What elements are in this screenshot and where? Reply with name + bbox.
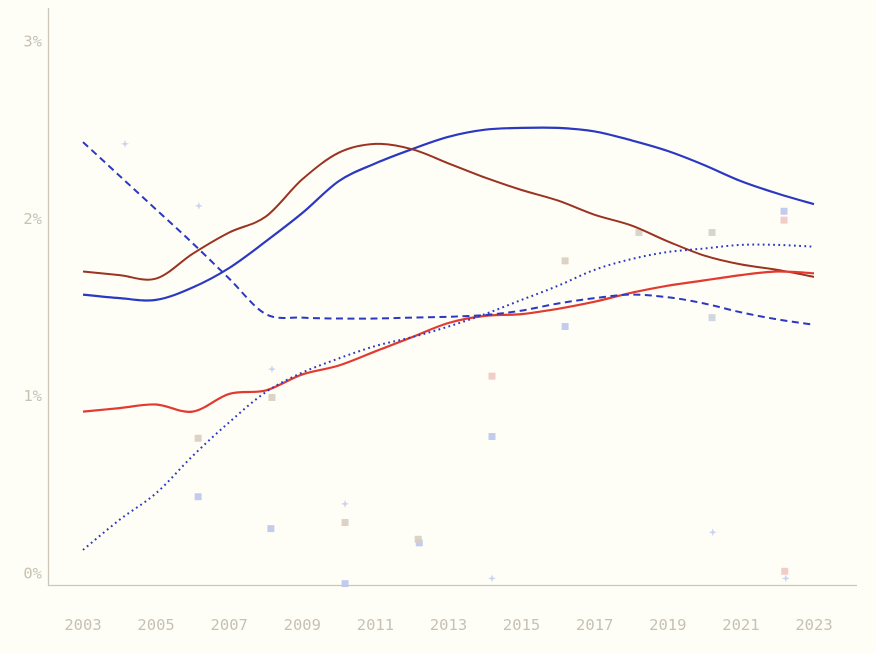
y-tick-label: 0% xyxy=(23,565,42,583)
scatter-star xyxy=(267,365,276,374)
x-tick-label: 2003 xyxy=(64,616,101,634)
x-tick-label: 2009 xyxy=(284,616,321,634)
scatter-square xyxy=(341,580,349,588)
scatter-square xyxy=(635,229,643,237)
scatter-square xyxy=(194,493,202,501)
x-tick-label: 2011 xyxy=(357,616,394,634)
scatter-square xyxy=(268,393,276,401)
scatter-star xyxy=(708,528,717,537)
x-tick-label: 2019 xyxy=(649,616,686,634)
scatter-star xyxy=(121,139,130,148)
y-tick-label: 3% xyxy=(23,33,42,51)
series-red-solid-line xyxy=(82,270,815,413)
scatter-square xyxy=(414,535,422,543)
scatter-star xyxy=(194,201,203,210)
x-tick-label: 2013 xyxy=(430,616,467,634)
scatter-square xyxy=(194,434,202,442)
x-tick-label: 2005 xyxy=(137,616,174,634)
y-tick-label: 1% xyxy=(23,387,42,405)
scatter-square xyxy=(561,323,569,331)
x-tick-label: 2021 xyxy=(722,616,759,634)
series-maroon-solid-line xyxy=(82,142,815,281)
x-tick-label: 2017 xyxy=(576,616,613,634)
scatter-star xyxy=(781,574,790,583)
scatter-square xyxy=(780,207,788,215)
x-tick-label: 2007 xyxy=(211,616,248,634)
scatter-square xyxy=(781,567,789,575)
scatter-square xyxy=(341,518,349,526)
scatter-square xyxy=(488,372,496,380)
series-blue-dashed-line xyxy=(82,141,815,326)
scatter-square xyxy=(488,432,496,440)
y-tick-label: 2% xyxy=(23,210,42,228)
series-blue-dotted-line xyxy=(82,243,815,551)
x-tick-label: 2015 xyxy=(503,616,540,634)
scatter-square xyxy=(708,229,716,237)
x-tick-label: 2023 xyxy=(795,616,832,634)
scatter-star xyxy=(341,499,350,508)
series-blue-solid-line xyxy=(82,126,815,302)
scatter-square xyxy=(780,216,788,224)
scatter-square xyxy=(267,525,275,533)
scatter-square xyxy=(561,257,569,265)
scatter-star xyxy=(487,574,496,583)
scatter-square xyxy=(708,314,716,322)
